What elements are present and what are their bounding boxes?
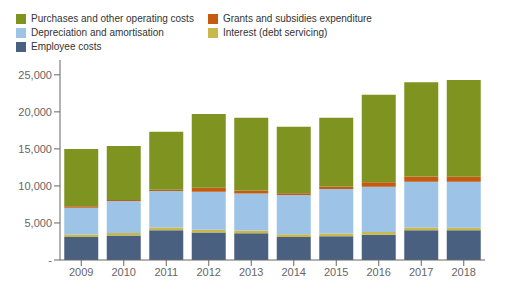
svg-text:2018: 2018 [452, 266, 476, 278]
svg-text:20,000: 20,000 [18, 106, 52, 118]
svg-text:2011: 2011 [154, 266, 178, 278]
svg-text:2015: 2015 [324, 266, 348, 278]
svg-text:15,000: 15,000 [18, 143, 52, 155]
svg-text:10,000: 10,000 [18, 180, 52, 192]
html-text:Grants and subsidies expenditu: Grants and subsidies expenditure [222, 13, 372, 24]
html-text:Purchases and other operating: Purchases and other operating costs [31, 13, 194, 24]
svg-text:2016: 2016 [367, 266, 391, 278]
svg-text:2017: 2017 [409, 266, 433, 278]
svg-text:2010: 2010 [112, 266, 136, 278]
html-text:Depreciation and amortisation: Depreciation and amortisation [31, 27, 164, 38]
svg-text:5,000: 5,000 [24, 217, 52, 229]
html-text:Employee costs: Employee costs [31, 41, 102, 52]
svg-text:-: - [48, 254, 52, 266]
html-text:Interest (debt servicing): Interest (debt servicing) [222, 27, 328, 38]
svg-text:25,000: 25,000 [18, 69, 52, 81]
svg-text:2009: 2009 [69, 266, 93, 278]
svg-text:2013: 2013 [239, 266, 263, 278]
svg-text:2012: 2012 [197, 266, 221, 278]
svg-text:2014: 2014 [282, 266, 306, 278]
